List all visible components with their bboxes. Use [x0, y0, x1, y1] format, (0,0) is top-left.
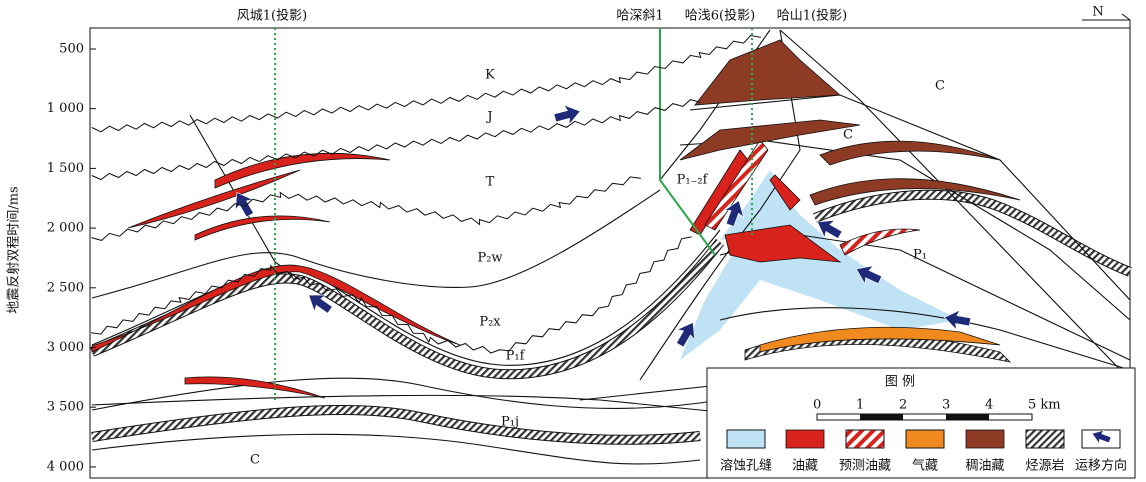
- legend-swatch: [966, 430, 1004, 448]
- legend-label: 稠油藏: [965, 459, 1004, 474]
- legend-label: 预测油藏: [839, 459, 891, 474]
- stratum-label: P₁₋₂f: [677, 173, 709, 188]
- y-tick-label: 2 000: [47, 221, 84, 236]
- scale-label: 1: [856, 398, 864, 413]
- stratum-label: P₂w: [477, 251, 502, 266]
- legend-label: 气藏: [912, 458, 938, 474]
- north-arrow: [1082, 14, 1130, 28]
- y-tick-label: 4 000: [47, 459, 84, 474]
- legend-label: 烃源岩: [1025, 459, 1064, 474]
- scale-bar: [860, 414, 903, 420]
- stratum-label: P₁f: [506, 349, 526, 364]
- well-label: 哈浅6(投影): [685, 8, 755, 24]
- stratum-label: T: [486, 175, 495, 190]
- well-label: 风城1(投影): [237, 8, 307, 24]
- legend-swatch: [727, 430, 765, 448]
- scale-label: 5 km: [1028, 398, 1061, 413]
- scale-label: 2: [899, 398, 907, 413]
- legend-swatch: [906, 430, 944, 448]
- well-label: 哈山1(投影): [777, 8, 847, 24]
- stratum-label: P₁j: [501, 415, 519, 430]
- scale-label: 3: [942, 398, 950, 413]
- y-tick-label: 2 500: [47, 280, 84, 295]
- legend-swatch: [846, 430, 884, 448]
- stratum-label: P₂x: [479, 315, 501, 330]
- north-label: N: [1092, 5, 1103, 20]
- y-axis-title: 地震反射双程时间/ms: [6, 186, 22, 313]
- stratum-label: J: [485, 110, 492, 125]
- y-tick-label: 1 500: [47, 161, 84, 176]
- legend-label: 运移方向: [1075, 458, 1127, 474]
- legend-label: 油藏: [792, 459, 818, 474]
- scale-bar: [817, 414, 1032, 420]
- legend-swatch: [1026, 430, 1064, 448]
- stratum-label: C: [935, 79, 945, 94]
- section-diagram: 500 1 000 1 500 2 000 2 500 3 000 3 500 4 000 地震…: [0, 0, 1146, 482]
- stratum-label: K: [485, 68, 495, 83]
- scale-bar: [946, 414, 989, 420]
- stratum-label: C: [843, 128, 853, 143]
- geology: [90, 14, 1135, 478]
- legend-swatch: [786, 430, 824, 448]
- y-tick-label: 3 500: [47, 400, 84, 415]
- well-label: 哈深斜1: [616, 9, 663, 24]
- stratum-label: C: [250, 453, 260, 468]
- legend-title: 图 例: [885, 375, 915, 390]
- stratum-label: P₁: [913, 248, 927, 263]
- y-tick-label: 500: [59, 42, 84, 57]
- legend-label: 溶蚀孔缝: [720, 459, 772, 474]
- scale-label: 0: [813, 398, 821, 413]
- scale-label: 4: [985, 398, 993, 413]
- y-tick-label: 1 000: [47, 101, 84, 116]
- y-tick-label: 3 000: [47, 340, 84, 355]
